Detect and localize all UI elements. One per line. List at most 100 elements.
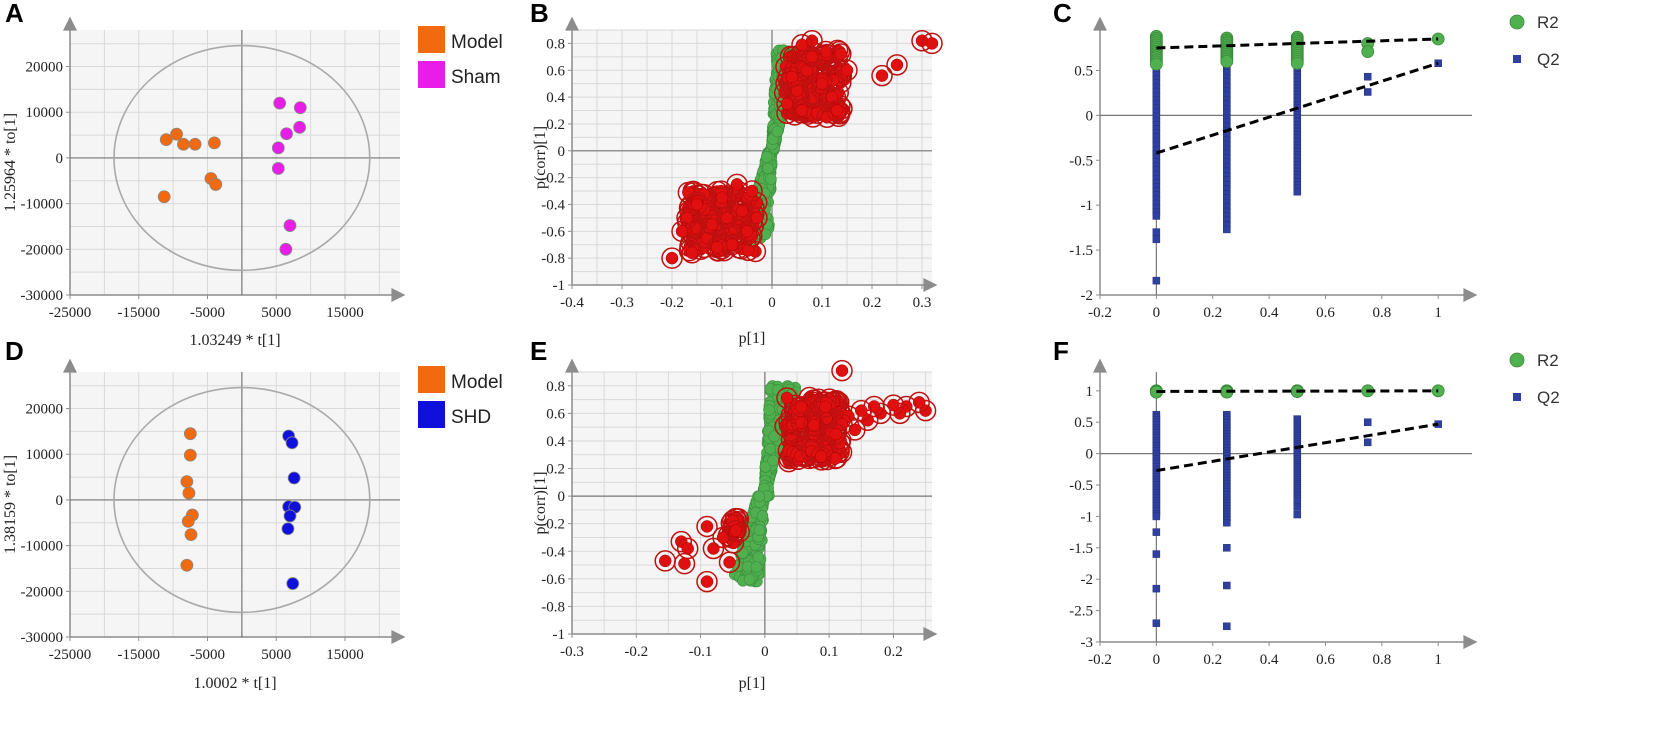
red-point: [700, 575, 714, 588]
y-tick-label: -1: [1081, 509, 1094, 525]
panel-letter: F: [1053, 336, 1069, 366]
y-tick-label: 0.2: [546, 117, 565, 133]
x-tick-label: 0.8: [1372, 652, 1391, 668]
red-point: [890, 58, 904, 72]
r2-point: [1290, 56, 1304, 70]
red-point: [700, 520, 714, 533]
q2-point: [1363, 418, 1372, 426]
red-point-ring: [886, 54, 908, 76]
y-tick-label: 0.4: [546, 90, 565, 106]
red-point: [730, 178, 744, 191]
data-point-shd: [281, 522, 295, 536]
red-point: [780, 391, 794, 405]
x-tick-label: 0.1: [820, 644, 839, 660]
legend-marker-r2: [1509, 14, 1525, 30]
x-tick-label: 0.6: [1316, 305, 1335, 321]
red-point-ring: [686, 193, 708, 216]
q2-point: [1293, 503, 1302, 511]
q2-point: [1293, 510, 1302, 519]
y-tick-label: 0: [56, 493, 64, 509]
y-tick-label: 20000: [26, 402, 64, 418]
red-point-ring: [831, 359, 853, 382]
y-tick-label: -20000: [21, 242, 64, 258]
red-point-ring: [776, 93, 798, 115]
red-point-ring: [716, 207, 738, 229]
panel-b: B -0.4 -0.3 -0.2 -0.1 0 0.1 0.2 0.3 -1 -0.8 -0.6 -0.…: [530, 0, 943, 347]
data-point-model: [180, 475, 194, 489]
x-tick-label: -0.3: [560, 644, 584, 660]
x-tick-label: 0.2: [1203, 305, 1222, 321]
green-point: [765, 173, 777, 185]
red-point-ring: [921, 32, 943, 55]
red-point-ring: [696, 515, 718, 538]
red-point: [658, 554, 672, 568]
x-tick-label: -5000: [190, 647, 225, 663]
green-point: [768, 430, 781, 443]
red-point-ring: [731, 200, 753, 222]
y-axis-label: p(corr)[1]: [532, 471, 549, 534]
q2-point: [1152, 228, 1161, 236]
legend-label-q2: Q2: [1537, 388, 1560, 407]
y-tick-label: -30000: [21, 288, 64, 304]
red-point: [690, 198, 704, 211]
panel-e: E -0.3 -0.2 -0.1 0 0.1 0.2 -1 -0.8 -0.6 -0.4 -0.2 0 0…: [530, 336, 938, 692]
y-tick-label: -1.5: [1069, 243, 1093, 259]
red-point: [828, 452, 842, 465]
panel-letter: E: [530, 336, 547, 366]
hotelling-ellipse: [113, 44, 371, 272]
data-point-model: [209, 178, 223, 191]
red-point-ring: [712, 526, 734, 549]
panel-c: C -0.2 0 0.2 0.4 0.6 0.8 1 -2 -1.5 -1 -0.5 0 0.5 R2 Q2: [1053, 0, 1560, 321]
legend-swatch-model: [418, 26, 445, 53]
y-tick-label: 0: [558, 489, 566, 505]
red-point-ring: [781, 66, 803, 88]
y-axis-label: 1.25964 * to[1]: [2, 113, 19, 212]
y-tick-label: -0.2: [541, 171, 565, 187]
red-point-ring: [810, 445, 832, 468]
r2-regression-line: [1156, 37, 1439, 50]
green-point: [752, 551, 765, 563]
red-point-ring: [661, 247, 683, 269]
red-point: [665, 251, 679, 265]
panel-letter: C: [1053, 0, 1072, 28]
y-tick-label: 0: [56, 151, 64, 167]
y-tick-label: -30000: [21, 630, 64, 646]
red-point: [675, 225, 689, 238]
red-point: [835, 364, 849, 377]
panel-f: F -0.2 0 0.2 0.4 0.6 0.8 1 -3 -2.5 -2 -1.5 -1 -0.5 0 0.…: [1053, 336, 1560, 668]
x-tick-label: 0.1: [813, 295, 832, 311]
data-point-shd: [283, 509, 297, 523]
y-tick-label: -2: [1081, 288, 1094, 304]
x-tick-label: 0.6: [1316, 652, 1335, 668]
x-tick-label: -0.2: [660, 295, 684, 311]
legend-swatch-shd: [418, 401, 445, 428]
red-point: [829, 427, 842, 441]
y-tick-label: 0.6: [546, 406, 565, 422]
x-tick-label: -15000: [118, 647, 161, 663]
green-point: [756, 510, 769, 522]
red-point-ring: [830, 43, 852, 65]
y-tick-label: 0.4: [546, 434, 565, 450]
x-axis-label: p[1]: [739, 330, 766, 347]
red-point: [834, 47, 848, 61]
y-tick-label: 0: [1086, 108, 1094, 124]
red-point-ring: [718, 551, 741, 574]
data-point-sham: [293, 101, 307, 115]
red-point: [840, 64, 854, 77]
red-point: [795, 38, 809, 52]
y-tick-label: -0.8: [541, 599, 565, 615]
r2-regression-line: [1156, 389, 1439, 393]
green-point: [771, 125, 784, 138]
x-tick-label: 0.2: [863, 295, 882, 311]
y-tick-label: -1: [1081, 198, 1094, 214]
y-axis-label: 1.38159 * to[1]: [2, 455, 19, 554]
red-point: [750, 211, 764, 225]
legend-label-model: Model: [451, 372, 503, 393]
red-point: [741, 244, 755, 257]
q2-point: [1363, 88, 1372, 96]
green-point: [743, 573, 756, 586]
q2-point: [1223, 622, 1231, 631]
y-tick-label: 10000: [26, 105, 64, 121]
red-point: [875, 69, 889, 82]
